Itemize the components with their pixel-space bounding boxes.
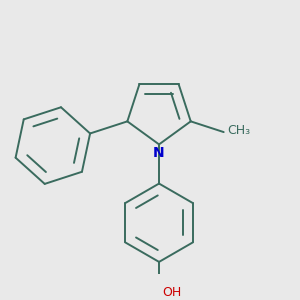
Text: N: N [153,146,165,160]
Text: OH: OH [162,286,181,299]
Text: CH₃: CH₃ [227,124,250,137]
